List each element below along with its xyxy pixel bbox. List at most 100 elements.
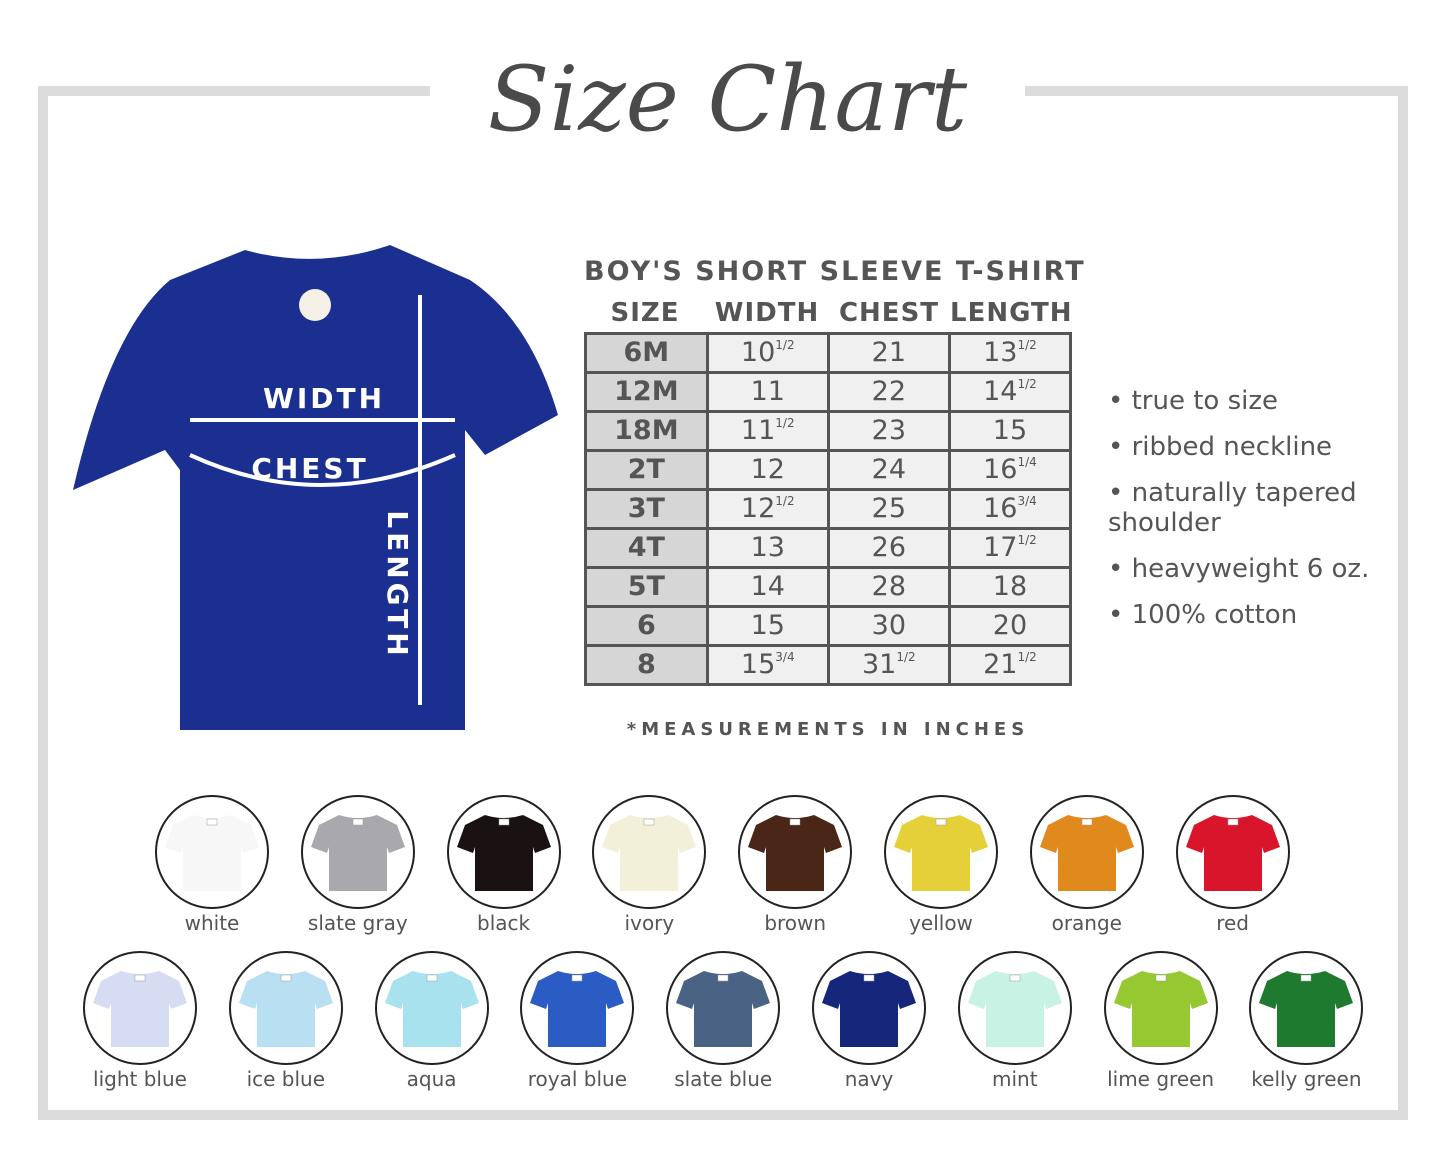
feature-text: naturally tapered shoulder	[1108, 478, 1357, 538]
header-chest: CHEST	[838, 298, 940, 328]
feature-text: ribbed neckline	[1131, 432, 1333, 462]
cell-value: 13	[983, 337, 1018, 368]
feature-item: • heavyweight 6 oz.	[1108, 554, 1408, 584]
swatch-label: navy	[844, 1067, 894, 1091]
swatch-label: slate blue	[674, 1067, 773, 1091]
cell-width: 15	[705, 605, 830, 647]
cell-fraction: 3/4	[775, 650, 795, 664]
cell-value: 18M	[614, 415, 679, 446]
feature-text: true to size	[1131, 386, 1279, 416]
cell-value: 8	[636, 649, 656, 680]
swatch-label: slate gray	[307, 911, 408, 935]
cell-chest: 311/2	[826, 644, 951, 686]
cell-size: 8	[584, 644, 709, 686]
swatch-label: ivory	[624, 911, 675, 935]
cell-width: 153/4	[705, 644, 830, 686]
cell-length: 20	[947, 605, 1073, 647]
cell-chest: 26	[826, 527, 951, 569]
size-table: 6M 101/2 21 131/2 12M 11 22 141/2 18M 111/2 23 15 2T…	[584, 332, 1073, 686]
tshirt-icon	[456, 815, 551, 891]
swatch-black	[446, 795, 561, 909]
cell-value: 15	[992, 415, 1028, 446]
cell-value: 15	[750, 610, 785, 641]
cell-fraction: 1/2	[1017, 650, 1037, 664]
swatch-label: white	[184, 911, 240, 935]
bullet-dot: •	[1108, 386, 1132, 416]
swatch-slate-blue	[666, 951, 781, 1065]
tshirt-icon	[1113, 971, 1208, 1047]
cell-fraction: 1/2	[896, 650, 916, 664]
cell-width: 111/2	[705, 410, 830, 452]
cell-chest: 24	[826, 449, 951, 491]
cell-fraction: 1/2	[1017, 338, 1037, 352]
cell-value: 6M	[623, 337, 670, 368]
cell-length: 161/4	[947, 449, 1073, 491]
tshirt-icon	[1039, 815, 1134, 891]
cell-value: 25	[871, 493, 907, 524]
cell-fraction: 1/2	[775, 494, 795, 508]
product-title: BOY'S SHORT SLEEVE T-SHIRT	[584, 256, 1086, 287]
cell-length: 131/2	[947, 332, 1073, 374]
cell-width: 12	[705, 449, 830, 491]
cell-value: 12M	[614, 376, 679, 407]
swatch-navy	[812, 951, 926, 1065]
cell-chest: 22	[826, 371, 951, 413]
tshirt-icon	[894, 815, 988, 891]
cell-length: 18	[947, 566, 1073, 608]
swatch-lime-green	[1103, 951, 1218, 1065]
tshirt-icon	[748, 815, 843, 891]
cell-value: 2T	[627, 454, 665, 485]
feature-item: • true to size	[1108, 386, 1408, 416]
bullet-dot: •	[1108, 432, 1132, 462]
cell-size: 18M	[584, 410, 709, 452]
main-shirt-diagram: WIDTH CHEST LENGTH	[73, 245, 558, 730]
table-row: 12M 11 22 141/2	[584, 371, 1073, 413]
cell-value: 21	[871, 337, 907, 368]
cell-value: 16	[983, 454, 1018, 485]
shirt-tag	[299, 289, 331, 321]
cell-size: 6	[584, 605, 709, 647]
cell-size: 12M	[584, 371, 709, 413]
cell-width: 121/2	[705, 488, 830, 530]
cell-chest: 28	[826, 566, 951, 608]
title-gap	[430, 70, 1025, 110]
feature-item: • naturally tapered shoulder	[1108, 478, 1408, 538]
swatch-orange	[1029, 795, 1144, 909]
tshirt-icon	[967, 971, 1062, 1047]
tshirt-icon	[310, 815, 405, 891]
cell-value: 23	[871, 415, 907, 446]
tshirt-icon	[530, 971, 625, 1047]
swatch-yellow	[884, 795, 998, 909]
main-shirt	[73, 245, 558, 730]
cell-value: 17	[983, 532, 1018, 563]
header-length: LENGTH	[950, 298, 1073, 328]
cell-fraction: 1/2	[1017, 377, 1037, 391]
cell-length: 15	[947, 410, 1073, 452]
tshirt-icon	[93, 971, 187, 1047]
cell-size: 3T	[584, 488, 709, 530]
cell-value: 11	[750, 376, 785, 407]
swatch-royal-blue	[520, 951, 635, 1065]
cell-value: 14	[983, 376, 1018, 407]
cell-fraction: 3/4	[1017, 494, 1037, 508]
swatch-red	[1175, 795, 1290, 909]
swatch-label: ice blue	[246, 1067, 326, 1091]
swatch-label: lime green	[1107, 1067, 1215, 1091]
cell-fraction: 1/4	[1017, 455, 1037, 469]
tshirt-icon	[165, 815, 259, 891]
page-title: Size Chart	[487, 47, 968, 152]
tshirt-icon	[676, 971, 771, 1047]
cell-size: 6M	[584, 332, 709, 374]
table-row: 5T 14 28 18	[584, 566, 1073, 608]
bullet-dot: •	[1108, 478, 1132, 508]
cell-size: 4T	[584, 527, 709, 569]
tshirt-icon	[1259, 971, 1354, 1047]
cell-value: 3T	[627, 493, 665, 524]
cell-value: 31	[862, 649, 897, 680]
swatch-light-blue	[83, 951, 197, 1065]
cell-value: 6	[636, 610, 656, 641]
cell-value: 4T	[627, 532, 665, 563]
cell-value: 26	[871, 532, 907, 563]
feature-item: • 100% cotton	[1108, 600, 1408, 630]
cell-value: 12	[740, 493, 776, 524]
